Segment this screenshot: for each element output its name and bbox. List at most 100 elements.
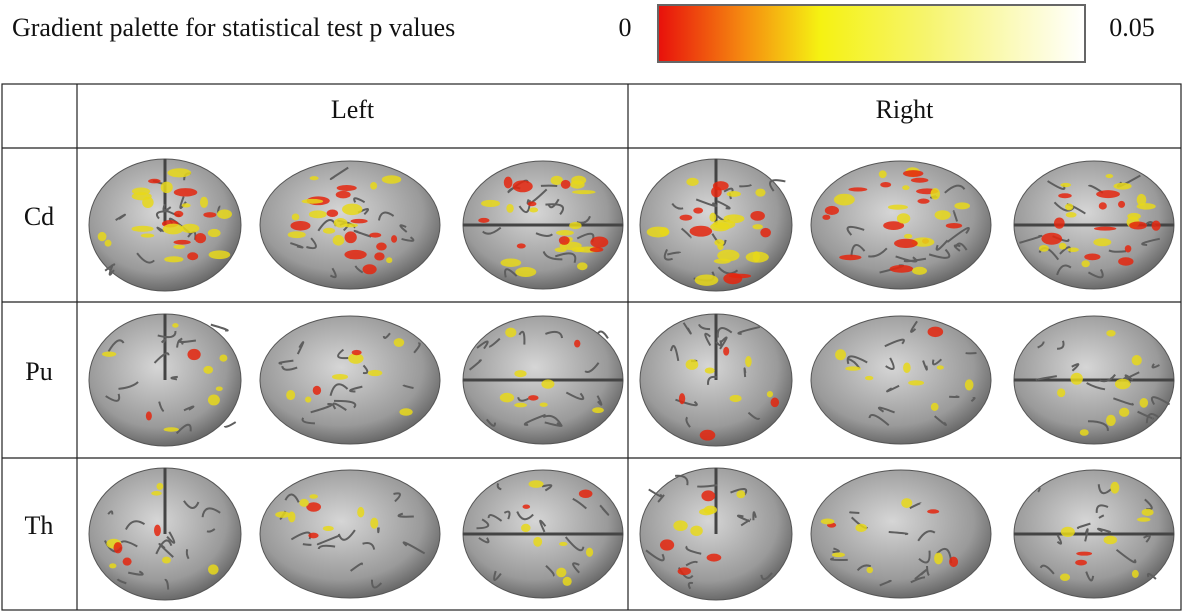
sulcus [539, 519, 547, 533]
activation-spot [308, 532, 319, 539]
activation-spot [839, 254, 862, 261]
activation-spot [1118, 200, 1126, 208]
sulcus [910, 576, 926, 584]
activation-spot [954, 202, 971, 210]
sulcus [928, 248, 951, 259]
activation-spot [845, 366, 861, 371]
activation-spot [589, 247, 604, 253]
sulcus [183, 405, 195, 412]
sulcus [1150, 396, 1171, 406]
activation-spot [527, 201, 537, 207]
sulcus [596, 395, 603, 406]
sulcus [584, 362, 600, 373]
brain-image [639, 313, 793, 447]
activation-spot [1067, 247, 1079, 253]
sulcus [884, 338, 905, 348]
activation-spot [556, 230, 574, 236]
activation-spot [964, 379, 974, 391]
activation-spot [1151, 220, 1161, 231]
activation-spot [578, 489, 593, 499]
sulcus [362, 364, 369, 375]
sulcus [970, 396, 976, 403]
activation-spot [500, 258, 522, 267]
activation-spot [217, 209, 232, 219]
sulcus [849, 511, 860, 515]
sulcus [158, 401, 165, 413]
sulcus [1076, 522, 1091, 529]
activation-spot [521, 523, 531, 533]
activation-spot [161, 556, 171, 564]
activation-spot [1106, 329, 1116, 337]
activation-spot [755, 188, 766, 197]
sulcus [685, 545, 702, 555]
activation-spot [558, 541, 568, 546]
activation-spot [1105, 414, 1116, 427]
activation-spot [945, 222, 963, 229]
brain-surface [259, 315, 441, 445]
activation-spot [1059, 573, 1071, 581]
activation-spot [172, 323, 179, 328]
activation-spot [831, 552, 845, 558]
brain-image [639, 158, 793, 292]
activation-spot [646, 226, 670, 238]
activation-spot [181, 203, 191, 208]
activation-spot [1038, 245, 1049, 252]
sulcus [393, 492, 402, 503]
activation-spot [173, 239, 191, 245]
sulcus [868, 413, 890, 427]
sulcus [401, 236, 415, 242]
brain-image [88, 467, 242, 601]
activation-spot [713, 258, 731, 264]
activation-spot [515, 266, 537, 277]
sulcus [201, 507, 221, 518]
sulcus [108, 264, 115, 276]
sulcus [332, 402, 347, 411]
activation-spot [686, 177, 699, 186]
activation-spot [903, 362, 911, 374]
sulcus [886, 384, 900, 393]
activation-spot [1060, 526, 1075, 538]
sulcus [329, 383, 349, 397]
brain-image [259, 315, 441, 445]
activation-spot [275, 511, 291, 518]
sulcus [917, 530, 936, 542]
sulcus [278, 359, 294, 365]
activation-spot [153, 524, 161, 537]
sulcus [166, 531, 176, 544]
sulcus [476, 518, 490, 530]
sulcus [1056, 340, 1065, 350]
activation-spot [207, 564, 219, 575]
activation-spot [514, 402, 527, 408]
activation-spot [1060, 182, 1072, 188]
activation-spot [203, 212, 217, 218]
activation-spot [927, 326, 944, 338]
activation-spot [1053, 217, 1065, 229]
sulcus [155, 539, 173, 555]
activation-spot [1057, 388, 1066, 398]
sulcus [719, 336, 728, 350]
activation-spot [1131, 569, 1139, 578]
brain-image [259, 469, 441, 599]
activation-spot [701, 490, 716, 502]
activation-spot [1079, 429, 1089, 436]
sulcus [105, 393, 121, 402]
sulcus [485, 418, 497, 427]
activation-spot [173, 210, 184, 218]
activation-spot [910, 177, 929, 183]
activation-spot [673, 520, 688, 532]
sulcus [541, 484, 553, 492]
activation-spot [344, 249, 367, 260]
activation-spot [481, 199, 501, 208]
sulcus [545, 564, 555, 577]
activation-spot [717, 249, 740, 262]
activation-spot [173, 244, 185, 249]
activation-spot [848, 187, 868, 192]
activation-spot [122, 557, 132, 566]
activation-spot [562, 576, 572, 586]
sulcus [496, 483, 502, 491]
sulcus [648, 488, 663, 498]
sulcus [922, 360, 928, 371]
sulcus [170, 375, 178, 381]
table-grid [1, 83, 1182, 611]
sulcus [669, 344, 680, 362]
